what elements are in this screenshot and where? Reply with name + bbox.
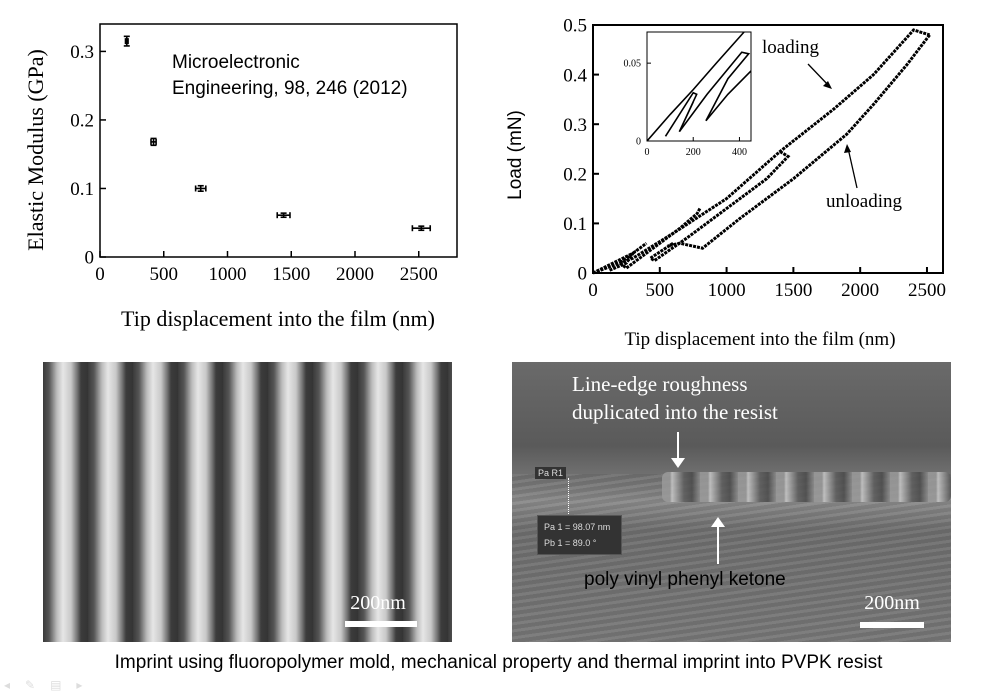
annotation-bottom: poly vinyl phenyl ketone — [584, 569, 786, 590]
x-tick-label: 2000 — [336, 264, 374, 285]
annotation-top-line2: duplicated into the resist — [572, 400, 778, 424]
y-tick-label: 0 — [636, 137, 641, 148]
y-tick-label: 0.2 — [563, 164, 587, 185]
inset-curve — [678, 51, 751, 133]
y-axis-label: Elastic Modulus (GPa) — [23, 49, 48, 251]
data-point — [276, 212, 291, 219]
x-tick-label: 2500 — [400, 264, 438, 285]
load-curve — [617, 207, 702, 270]
x-tick-label: 0 — [645, 147, 650, 158]
sem-image-pvpk-resist: Line-edge roughness duplicated into the … — [512, 362, 951, 642]
measure-value-1: Pa 1 = 98.07 nm — [544, 522, 611, 532]
x-tick-label: 1500 — [774, 280, 812, 301]
x-tick-label: 1000 — [708, 280, 746, 301]
data-point — [411, 225, 432, 232]
y-tick-label: 0 — [578, 264, 588, 285]
y-tick-label: 0.1 — [70, 179, 94, 200]
y-axis-label: Load (mN) — [505, 110, 526, 200]
arrow-up-icon — [711, 517, 725, 527]
y-tick-label: 0.1 — [563, 214, 587, 235]
inset-curve — [705, 70, 752, 122]
load-curve — [647, 150, 791, 263]
slide-caption: Imprint using fluoropolymer mold, mechan… — [114, 652, 883, 673]
plot-frame — [99, 23, 458, 258]
load-curve — [592, 249, 638, 275]
y-tick-label: 0.4 — [563, 65, 587, 86]
x-axis-label: Tip displacement into the film (nm) — [121, 306, 435, 331]
load-curve — [592, 28, 931, 275]
y-tick-label: 0 — [85, 248, 95, 269]
sem-image-imprinted-lines: 200nm — [43, 362, 452, 642]
annotation: Engineering, 98, 246 (2012) — [172, 78, 408, 99]
x-tick-label: 0 — [95, 264, 105, 285]
scale-bar — [345, 621, 417, 627]
inset-curve — [646, 31, 745, 142]
data-point — [194, 184, 207, 193]
load-displacement-chart: 0 500 1000 1500 2000 250000.10.20.30.40.5Tip … — [505, 16, 946, 350]
arrow-down-icon — [677, 432, 679, 462]
plot-frame — [592, 24, 944, 274]
annotation-unloading: unloading — [826, 191, 902, 212]
measure-tag: Pa R1 — [535, 467, 567, 479]
x-tick-label: 1000 — [209, 264, 247, 285]
y-tick-label: 0.3 — [563, 115, 587, 136]
arrowhead-icon — [844, 144, 851, 153]
x-tick-label: 1500 — [272, 264, 310, 285]
slide-nav-icons[interactable]: ◂ ✎ ▤ ▸ — [4, 678, 89, 692]
y-tick-label: 0.3 — [70, 42, 94, 63]
inset-chart: 0 200 400 0 0.05 — [624, 31, 752, 158]
annotation: Microelectronic — [172, 52, 300, 73]
measure-value-2: Pb 1 = 89.0 ° — [544, 538, 597, 548]
arrowhead-icon — [823, 81, 832, 89]
annotation-loading: loading — [762, 37, 819, 58]
elastic-modulus-chart: 0 500 1000 1500 2000 2500 0 0.1 0.2 0.3 Tip displa… — [23, 23, 458, 331]
scale-label: 200nm — [864, 592, 920, 614]
load-curve — [667, 34, 931, 250]
x-tick-label: 2500 — [908, 280, 946, 301]
plot-frame — [646, 31, 752, 142]
x-tick-label: 500 — [646, 280, 675, 301]
inset-curve — [664, 91, 698, 137]
x-tick-label: 0 — [588, 280, 598, 301]
y-tick-label: 0.5 — [563, 16, 587, 37]
y-tick-label: 0.05 — [624, 59, 642, 70]
x-tick-label: 200 — [686, 147, 701, 158]
data-point — [123, 35, 130, 47]
scale-bar — [860, 622, 924, 628]
y-tick-label: 0.2 — [70, 111, 94, 132]
x-tick-label: 2000 — [841, 280, 879, 301]
x-tick-label: 500 — [150, 264, 179, 285]
x-tick-label: 400 — [732, 147, 747, 158]
annotation-top-line1: Line-edge roughness — [572, 372, 748, 396]
scale-label: 200nm — [350, 592, 406, 614]
arrow-unloading — [847, 147, 858, 189]
x-axis-label: Tip displacement into the film (nm) — [624, 329, 895, 350]
measure-box: Pa 1 = 98.07 nm Pb 1 = 89.0 ° — [537, 515, 622, 555]
measure-line — [568, 478, 569, 514]
data-point — [150, 137, 157, 147]
